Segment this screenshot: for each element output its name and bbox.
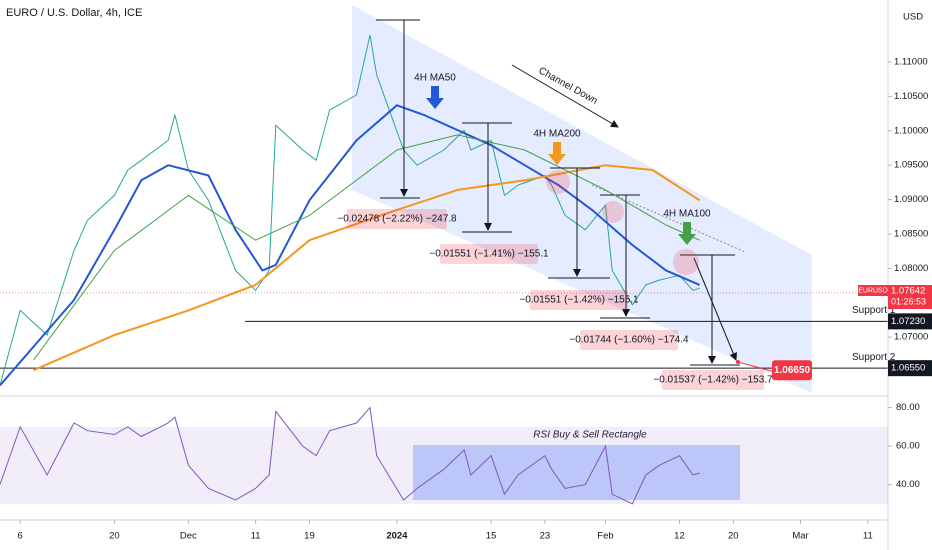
y-tick-label: 1.09000: [894, 194, 928, 205]
rsi-tick-label: 80.00: [896, 402, 920, 413]
x-tick-label: 19: [304, 531, 315, 542]
target-label: 1.06650: [774, 365, 811, 376]
x-tick-label: 2024: [386, 531, 408, 542]
measure-label: −0.01537 (−1.42%) −153.7: [653, 375, 773, 386]
y-tick-label: 1.10000: [894, 125, 928, 136]
rsi-tick-label: 40.00: [896, 479, 920, 490]
rsi-title: RSI Buy & Sell Rectangle: [533, 430, 647, 441]
support-name: Support 1: [852, 305, 896, 316]
ma-line: [33, 164, 701, 372]
target-link: [737, 361, 773, 372]
measure-label: −0.01551 (−1.42%) −155.1: [519, 295, 639, 306]
ma200-label: 4H MA200: [533, 129, 581, 140]
x-tick-label: 20: [109, 531, 120, 542]
x-tick-label: Dec: [180, 531, 197, 542]
currency: USD: [903, 12, 923, 23]
measure-label: −0.01551 (−1.41%) −155.1: [429, 249, 549, 260]
target-dot: [736, 360, 740, 364]
rsi-band: [0, 426, 888, 504]
x-tick-label: 12: [674, 531, 685, 542]
last-price-label: 1.07642: [891, 286, 925, 297]
last-price-name: EURUSD: [858, 287, 888, 294]
x-tick-label: 20: [728, 531, 739, 542]
ma200-arrow: [548, 142, 566, 165]
support-tag-label: 1.07230: [891, 316, 925, 327]
highlight-circles: [546, 170, 699, 275]
channel: [352, 5, 812, 393]
y-tick-label: 1.09500: [894, 160, 928, 171]
rsi-rectangle: [413, 445, 740, 500]
x-tick-label: 11: [863, 531, 873, 542]
ma100-label: 4H MA100: [663, 209, 711, 220]
x-tick-label: Feb: [597, 531, 613, 542]
x-tick-label: 15: [486, 531, 497, 542]
y-tick-label: 1.07000: [894, 332, 928, 343]
rsi-line: [0, 406, 700, 505]
price-line: [0, 34, 700, 386]
ma50-arrow: [426, 86, 444, 109]
x-tick-label: 11: [251, 531, 261, 542]
chart-title: EURO / U.S. Dollar, 4h, ICE: [6, 7, 142, 19]
measure-box: [580, 330, 678, 350]
measure-box: [347, 209, 447, 229]
last-price-name-tag: [858, 285, 888, 297]
ma-line: [0, 104, 700, 387]
support-name: Support 2: [852, 352, 896, 363]
countdown: 01:26:53: [891, 296, 926, 306]
support-tag: [888, 360, 932, 377]
x-tick-label: 23: [540, 531, 551, 542]
y-tick-label: 1.11000: [894, 56, 928, 67]
last-price-tag: [888, 285, 932, 310]
x-tick-label: 6: [18, 531, 23, 542]
support-tag: [888, 313, 932, 330]
measure-label: −0.01744 (−1.60%) −174.4: [569, 335, 689, 346]
measure-tools: [376, 19, 746, 366]
measure-box: [530, 290, 628, 310]
x-tick-label: Mar: [792, 531, 808, 542]
measure-label: −0.02478 (−2.22%) −247.8: [337, 214, 457, 225]
rsi-tick-label: 60.00: [896, 441, 920, 452]
target-tag: [772, 360, 812, 381]
measure-box: [440, 244, 538, 264]
y-tick-label: 1.08500: [894, 228, 928, 239]
y-tick-label: 1.10500: [894, 91, 928, 102]
ma50-label: 4H MA50: [414, 73, 456, 84]
measure-box: [662, 370, 764, 390]
support-tag-label: 1.06550: [891, 363, 925, 374]
ma100-arrow: [678, 222, 696, 245]
y-tick-label: 1.08000: [894, 263, 928, 274]
